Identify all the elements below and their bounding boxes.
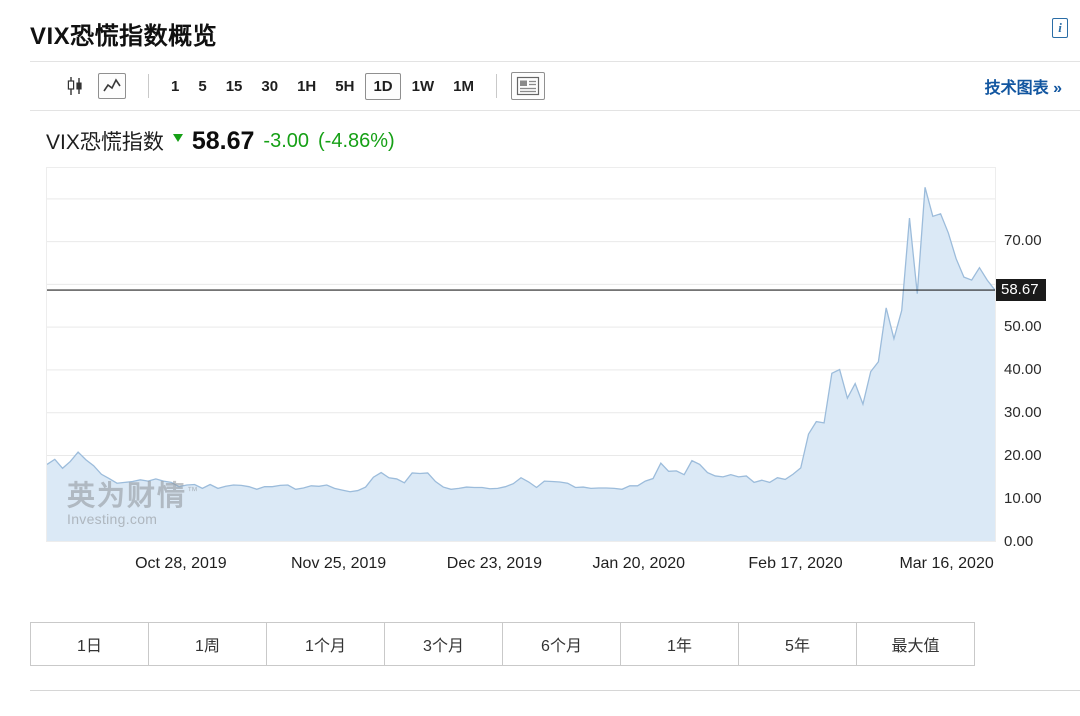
range-button-5y[interactable]: 5年 bbox=[738, 623, 856, 665]
interval-buttons: 1 5 15 30 1H 5H 1D 1W 1M bbox=[163, 72, 482, 100]
x-axis-label: Nov 25, 2019 bbox=[291, 555, 387, 572]
y-axis-label: 10.00 bbox=[1004, 489, 1042, 507]
interval-button-15[interactable]: 15 bbox=[218, 73, 251, 100]
price-change: -3.00 bbox=[263, 129, 310, 152]
info-icon[interactable]: i bbox=[1052, 18, 1068, 38]
instrument-name: VIX恐慌指数 bbox=[46, 131, 164, 154]
price-change-percent: (-4.86%) bbox=[318, 129, 395, 152]
x-axis-label: Mar 16, 2020 bbox=[899, 555, 994, 572]
line-chart-icon bbox=[103, 78, 121, 92]
range-button-3mo[interactable]: 3个月 bbox=[384, 623, 502, 665]
range-button-1d[interactable]: 1日 bbox=[31, 623, 148, 665]
y-axis-label: 40.00 bbox=[1004, 360, 1042, 378]
range-button-1mo[interactable]: 1个月 bbox=[266, 623, 384, 665]
x-axis-label: Jan 20, 2020 bbox=[592, 555, 686, 572]
news-icon bbox=[516, 76, 540, 96]
down-arrow-icon bbox=[172, 134, 183, 142]
y-axis-label: 70.00 bbox=[1004, 231, 1042, 249]
interval-button-1w[interactable]: 1W bbox=[404, 73, 443, 100]
current-price-tag: 58.67 bbox=[996, 278, 1046, 301]
price-chart-plot[interactable]: 英为财情™ Investing.com bbox=[46, 167, 996, 542]
x-axis-label: Oct 28, 2019 bbox=[135, 555, 227, 572]
range-button-1w[interactable]: 1周 bbox=[148, 623, 266, 665]
toolbar-separator bbox=[495, 74, 497, 98]
candlestick-chart-button[interactable] bbox=[60, 72, 90, 100]
range-button-6mo[interactable]: 6个月 bbox=[502, 623, 620, 665]
chart-area: 英为财情™ Investing.com 70.00 50.00 40.00 30.00… bbox=[46, 167, 1080, 550]
y-axis: 70.00 50.00 40.00 30.00 20.00 10.00 0.00 58.67 bbox=[996, 167, 1080, 550]
interval-button-5h[interactable]: 5H bbox=[327, 73, 362, 100]
line-chart-button[interactable] bbox=[98, 73, 126, 99]
range-button-max[interactable]: 最大值 bbox=[856, 623, 974, 665]
range-button-1y[interactable]: 1年 bbox=[620, 623, 738, 665]
watermark-en: Investing.com bbox=[67, 511, 158, 527]
last-price: 58.67 bbox=[191, 126, 255, 155]
page-header: VIX恐慌指数概览 i bbox=[0, 0, 1080, 61]
quote-header: VIX恐慌指数 58.67 -3.00 (-4.86%) bbox=[30, 111, 1080, 167]
watermark-cn: 英为财情™ bbox=[67, 479, 201, 511]
chart-widget: 1 5 15 30 1H 5H 1D 1W 1M 技术图表 » VIX恐慌指数 58.67 -3… bbox=[30, 61, 1080, 691]
interval-button-1h[interactable]: 1H bbox=[289, 73, 324, 100]
interval-button-30[interactable]: 30 bbox=[253, 73, 286, 100]
info-icon-glyph: i bbox=[1058, 20, 1062, 35]
technical-chart-link[interactable]: 技术图表 » bbox=[984, 80, 1062, 97]
page-title: VIX恐慌指数概览 bbox=[30, 23, 218, 50]
interval-button-1d[interactable]: 1D bbox=[365, 72, 401, 100]
watermark: 英为财情™ Investing.com bbox=[67, 479, 201, 527]
interval-button-1[interactable]: 1 bbox=[163, 73, 187, 100]
y-axis-label: 0.00 bbox=[1004, 533, 1034, 550]
x-axis-label: Dec 23, 2019 bbox=[446, 555, 542, 572]
chart-section: 英为财情™ Investing.com 70.00 50.00 40.00 30.00… bbox=[30, 167, 1080, 586]
news-button[interactable] bbox=[510, 72, 545, 100]
interval-button-1m[interactable]: 1M bbox=[445, 73, 482, 100]
y-axis-label: 50.00 bbox=[1004, 317, 1042, 335]
y-axis-label: 30.00 bbox=[1004, 403, 1042, 421]
toolbar-separator bbox=[148, 74, 149, 98]
x-axis: Oct 28, 2019 Nov 25, 2019 Dec 23, 2019 Jan … bbox=[46, 542, 996, 586]
x-axis-label: Feb 17, 2020 bbox=[748, 555, 843, 572]
range-buttons: 1日 1周 1个月 3个月 6个月 1年 5年 最大值 bbox=[30, 622, 975, 666]
price-area-svg bbox=[47, 168, 995, 541]
y-axis-label: 20.00 bbox=[1004, 446, 1042, 464]
chart-toolbar: 1 5 15 30 1H 5H 1D 1W 1M 技术图表 » bbox=[30, 62, 1080, 111]
interval-button-5[interactable]: 5 bbox=[190, 73, 214, 100]
candlestick-icon bbox=[67, 77, 82, 95]
